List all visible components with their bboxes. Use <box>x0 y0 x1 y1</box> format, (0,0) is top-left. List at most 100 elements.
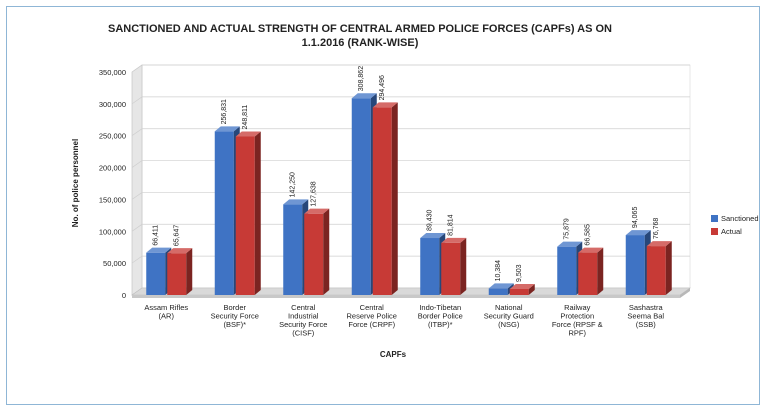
x-tick-label: Central Reserve Police Force (CRPF) <box>347 303 397 329</box>
legend-swatch <box>711 228 718 235</box>
x-tick-line: Security Force <box>211 312 259 321</box>
bar <box>235 136 255 295</box>
x-tick-line: Security Force <box>279 320 327 329</box>
bar-top <box>372 102 398 108</box>
x-tick-line: National <box>495 303 523 312</box>
bar <box>304 213 324 295</box>
x-tick-line: Sashastra <box>629 303 664 312</box>
floor-side <box>680 288 690 298</box>
bar-side <box>665 241 672 295</box>
y-tick-label: 100,000 <box>99 227 126 236</box>
y-tick-label: 150,000 <box>99 195 126 204</box>
bar-top <box>214 126 240 132</box>
bars <box>146 93 672 295</box>
bar <box>557 246 577 295</box>
gridline <box>131 255 690 264</box>
x-tick-line: Railway <box>564 303 591 312</box>
x-tick-line: Central <box>360 303 385 312</box>
bar-top <box>441 237 467 243</box>
gridline <box>131 96 690 105</box>
bar-side <box>186 248 193 295</box>
bar-top <box>235 131 261 137</box>
legend-label: Actual <box>721 227 742 236</box>
y-axis-ticks: 0 50,000 100,000 150,000 200,000 250,000 300,0… <box>99 68 126 300</box>
bar-value-label: 10,384 <box>495 260 502 282</box>
bar-value-label: 81,814 <box>448 214 455 236</box>
bar <box>420 238 440 295</box>
bar-side <box>597 247 604 295</box>
legend-label: Sanctioned <box>721 214 759 223</box>
y-tick-label: 0 <box>122 291 126 300</box>
floor-front <box>132 295 680 298</box>
gridline <box>131 223 690 232</box>
bar-top <box>351 93 377 99</box>
bar <box>578 252 598 295</box>
bar-side <box>460 237 467 295</box>
bar-value-label: 65,647 <box>174 225 181 247</box>
x-tick-line: (CISF) <box>292 329 315 338</box>
legend: Sanctioned Actual <box>711 214 759 236</box>
y-axis-label: No. of police personnel <box>71 139 80 227</box>
gridline <box>131 192 690 200</box>
y-tick-label: 50,000 <box>103 259 126 268</box>
bar-side <box>528 283 535 295</box>
x-tick-line: (BSF)* <box>224 320 247 329</box>
bar <box>351 98 371 295</box>
x-tick-line: (AR) <box>159 312 175 321</box>
bar-top <box>646 241 672 247</box>
bar-top <box>304 208 330 214</box>
bar-value-label: 127,638 <box>311 181 318 206</box>
chart-floor <box>131 287 691 298</box>
y-tick-label: 300,000 <box>99 100 126 109</box>
x-tick-line: (SSB) <box>636 320 657 329</box>
x-tick-line: Protection <box>560 312 594 321</box>
legend-swatch <box>711 215 718 222</box>
bar <box>372 107 392 295</box>
bar-value-label: 75,879 <box>564 218 571 240</box>
bar-top <box>283 199 309 205</box>
bar-value-label: 248,811 <box>242 105 249 130</box>
bar <box>214 131 234 295</box>
side-wall <box>131 64 143 296</box>
bar-side <box>323 208 330 295</box>
x-tick-line: Assam Rifles <box>144 303 188 312</box>
bar <box>646 246 666 295</box>
bar-top <box>146 247 172 253</box>
x-tick-line: Force (CRPF) <box>348 320 395 329</box>
bar-value-label: 76,768 <box>653 218 660 240</box>
bar <box>509 288 529 295</box>
bar-value-label: 9,503 <box>516 264 523 282</box>
gridline <box>131 160 690 168</box>
gridline <box>131 128 690 137</box>
x-tick-line: Central <box>291 303 316 312</box>
x-tick-label: Border Security Force (BSF)* <box>211 303 259 329</box>
bar-top <box>420 233 446 239</box>
x-axis-label: CAPFs <box>380 350 407 359</box>
bar <box>441 242 461 295</box>
bar-value-label: 66,411 <box>153 225 160 246</box>
bar <box>625 235 645 295</box>
chart-title: SANCTIONED AND ACTUAL STRENGTH OF CENTRA… <box>108 23 612 49</box>
bar <box>167 253 187 295</box>
y-tick-label: 200,000 <box>99 164 126 173</box>
bar <box>283 204 303 295</box>
x-tick-line: Force (RPSF & <box>552 320 603 329</box>
y-tick-label: 350,000 <box>99 68 126 77</box>
x-tick-line: (NSG) <box>498 320 520 329</box>
x-tick-line: Seema Bal <box>627 312 664 321</box>
x-tick-label: Assam Rifles (AR) <box>144 303 188 321</box>
bar-value-label: 294,496 <box>379 75 386 100</box>
x-tick-line: (ITBP)* <box>428 320 453 329</box>
x-tick-line: Security Guard <box>484 312 534 321</box>
bar-top <box>625 230 651 236</box>
value-labels: 66,411 65,647 256,831 248,811 142,250 127,638… <box>153 66 661 282</box>
x-tick-line: Border <box>223 303 246 312</box>
x-tick-label: Indo-Tibetan Border Police (ITBP)* <box>418 303 463 329</box>
y-tick-label: 250,000 <box>99 132 126 141</box>
x-tick-line: Reserve Police <box>347 312 397 321</box>
bar-top <box>488 283 514 289</box>
x-tick-label: National Security Guard (NSG) <box>484 303 534 329</box>
bar-top <box>578 247 604 253</box>
bar-top <box>509 283 535 289</box>
